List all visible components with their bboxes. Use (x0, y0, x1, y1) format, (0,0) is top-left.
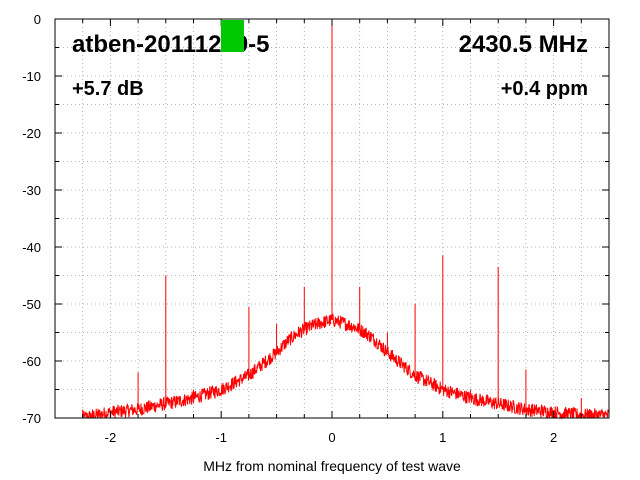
y-tick-label: -30 (22, 183, 41, 198)
spectrum-trace (82, 19, 610, 420)
x-tick-label: 0 (328, 430, 335, 445)
gain-label: +5.7 dB (72, 78, 144, 100)
y-tick-label: -10 (22, 69, 41, 84)
y-tick-label: -50 (22, 297, 41, 312)
x-tick-label: 1 (439, 430, 446, 445)
noise-trace (82, 313, 610, 420)
offset-label: +0.4 ppm (501, 78, 588, 100)
y-tick-label: 0 (34, 12, 41, 27)
y-tick-label: -20 (22, 126, 41, 141)
x-axis-label: MHz from nominal frequency of test wave (203, 458, 461, 474)
y-tick-label: -40 (22, 240, 41, 255)
frequency-label: 2430.5 MHz (459, 31, 588, 58)
x-tick-label: -2 (105, 430, 117, 445)
y-tick-label: -60 (22, 354, 41, 369)
x-tick-label: -1 (215, 430, 227, 445)
x-tick-label: 2 (550, 430, 557, 445)
y-tick-label: -70 (22, 411, 41, 426)
x-tick-labels: -2 -1 0 1 2 (105, 430, 558, 445)
y-tick-labels: 0 -10 -20 -30 -40 -50 -60 -70 (22, 12, 41, 426)
ticks (55, 19, 609, 418)
status-marker (221, 20, 244, 52)
